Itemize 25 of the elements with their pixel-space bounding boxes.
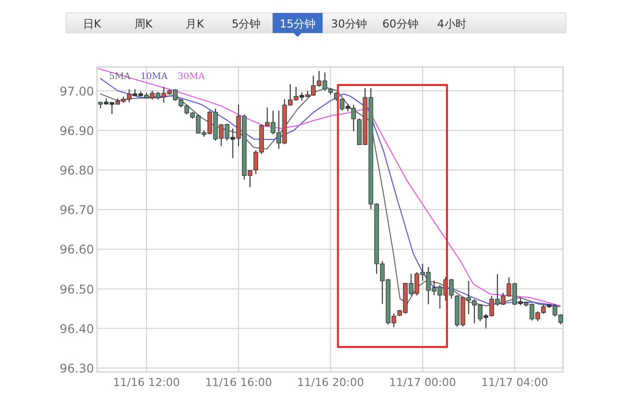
text: 5分钟 xyxy=(232,18,261,30)
text: 15分钟 xyxy=(280,18,316,30)
text: 4小时 xyxy=(437,18,466,30)
series-label: 10MA xyxy=(140,72,168,82)
text: 60分钟 xyxy=(382,18,418,30)
text: 月K xyxy=(186,18,205,30)
x-tick-label: 11/17 04:00 xyxy=(481,376,548,389)
y-tick-label: 97.00 xyxy=(60,84,94,98)
candlestick xyxy=(449,278,454,300)
y-tick-label: 96.40 xyxy=(60,322,94,336)
series-label: 30MA xyxy=(178,72,206,82)
y-tick-label: 96.80 xyxy=(60,163,94,178)
text: 周K xyxy=(134,18,154,30)
y-tick-label: 96.90 xyxy=(60,124,94,138)
x-tick-label: 11/17 00:00 xyxy=(389,376,456,389)
series-label: 5MA xyxy=(109,72,131,82)
text: 日K xyxy=(82,18,102,30)
x-tick-label: 11/16 16:00 xyxy=(205,376,272,389)
y-tick-label: 96.60 xyxy=(60,242,94,257)
x-tick-label: 11/16 12:00 xyxy=(113,376,180,389)
y-tick-label: 96.30 xyxy=(60,362,94,376)
x-tick-label: 11/16 20:00 xyxy=(297,376,364,389)
y-tick-label: 96.50 xyxy=(60,282,94,296)
text: 30分钟 xyxy=(331,18,367,30)
y-tick-label: 96.70 xyxy=(60,203,94,218)
